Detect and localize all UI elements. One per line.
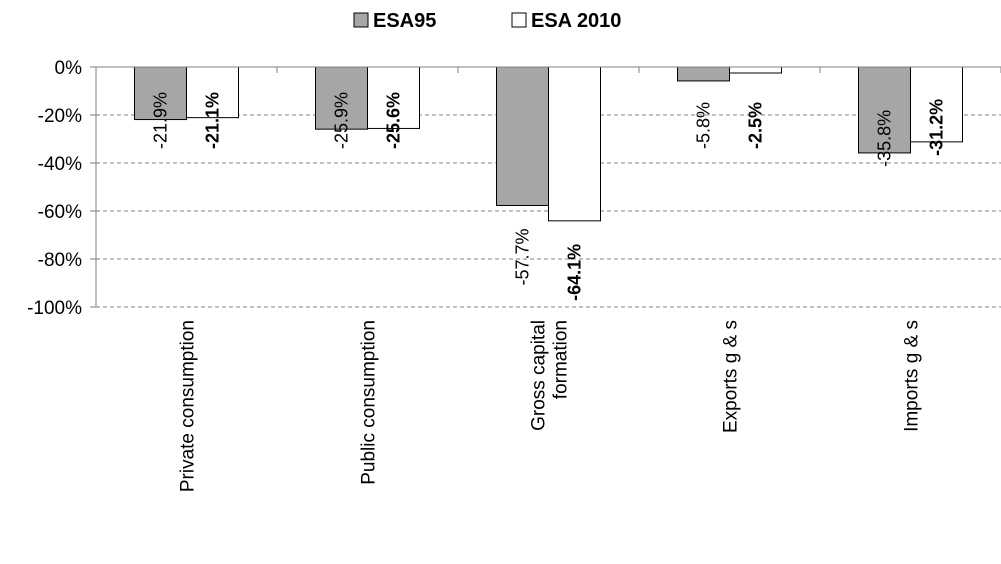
bar xyxy=(548,66,601,222)
category-label: Imports g & s xyxy=(902,320,923,432)
y-tick-label: 0% xyxy=(55,58,83,79)
category-labels: Private consumption Public consumption Gro… xyxy=(178,320,923,492)
data-label: -5.8% xyxy=(694,102,714,149)
gridlines xyxy=(96,114,1001,308)
bar xyxy=(729,66,782,74)
bar xyxy=(677,66,730,82)
y-tick-label: -100% xyxy=(27,298,82,319)
bar xyxy=(496,66,549,206)
axes xyxy=(90,66,1001,308)
legend-swatch xyxy=(511,12,527,28)
y-tick-label: -20% xyxy=(38,106,82,127)
legend: ESA95 ESA 2010 xyxy=(353,10,621,32)
y-tick-label: -60% xyxy=(38,202,82,223)
bar xyxy=(186,66,239,119)
data-label: -25.9% xyxy=(332,92,352,149)
y-tick-label: -80% xyxy=(38,250,82,271)
bar xyxy=(367,66,420,129)
bars xyxy=(134,66,963,222)
data-labels: -21.9% -21.1% -25.9% -25.6% -57.7% -64.1% -5.8… xyxy=(151,92,947,301)
legend-label: ESA 2010 xyxy=(531,10,621,32)
data-label: -25.6% xyxy=(384,92,404,149)
category-label: Gross capital xyxy=(529,320,550,431)
y-tick-labels: 0% -20% -40% -60% -80% -100% xyxy=(27,58,82,319)
data-label: -31.2% xyxy=(927,99,947,156)
data-label: -2.5% xyxy=(746,102,766,149)
y-tick-label: -40% xyxy=(38,154,82,175)
category-label: Public consumption xyxy=(359,320,380,485)
legend-swatch xyxy=(353,12,369,28)
category-label: formation xyxy=(551,320,572,399)
data-label: -21.9% xyxy=(151,92,171,149)
data-label: -35.8% xyxy=(875,110,895,167)
bar xyxy=(910,66,963,143)
category-label: Private consumption xyxy=(178,320,199,492)
category-label: Exports g & s xyxy=(721,320,742,433)
data-label: -21.1% xyxy=(203,92,223,149)
data-label: -64.1% xyxy=(565,244,585,301)
legend-label: ESA95 xyxy=(373,10,436,32)
data-label: -57.7% xyxy=(513,228,533,285)
